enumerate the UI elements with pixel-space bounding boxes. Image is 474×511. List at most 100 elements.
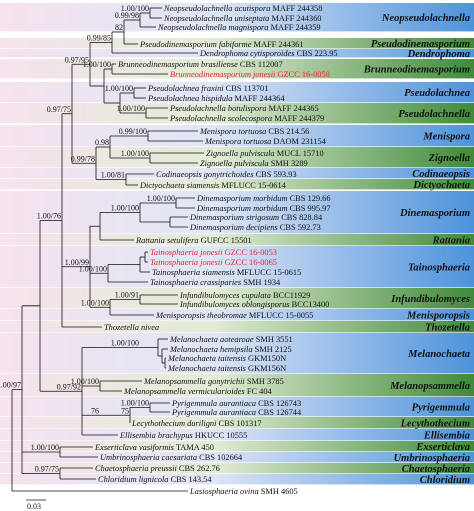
support-value: 1.00/76 bbox=[37, 211, 61, 220]
taxon-label: Melanochaeta taitensis GKM150N bbox=[167, 354, 286, 363]
strain: SMH 3785 bbox=[247, 377, 284, 386]
strain: SMH 1934 bbox=[243, 278, 281, 287]
taxon-name: Dinemasporium morbidum bbox=[196, 204, 288, 213]
strain: CBS 129.66 bbox=[290, 194, 331, 203]
taxon-label: Tainosphaeria siamensis MFLUCC 15-0615 bbox=[152, 268, 301, 277]
taxon-label: Brunneodinemasporium jonesii GZCC 16-005… bbox=[170, 70, 330, 79]
clade-band bbox=[0, 147, 474, 168]
clade-name: Melanopsammella bbox=[389, 381, 470, 392]
support-value: 1.00/100 bbox=[121, 149, 149, 158]
clade-band bbox=[0, 397, 474, 417]
taxon-name: Neopseudolachnella acutispora bbox=[163, 4, 270, 13]
taxon-name: Zignoella pulviscula bbox=[200, 159, 269, 168]
strain: DAOM 231154 bbox=[273, 137, 326, 146]
strain: BCC11929 bbox=[273, 291, 310, 300]
clade-band bbox=[0, 309, 474, 321]
taxon-label: Codinaeopsis gonytrichoides CBS 593.93 bbox=[156, 170, 297, 179]
taxon-name: Brunneodinemasporium brasiliense bbox=[118, 60, 238, 69]
strain: CBS 593.93 bbox=[256, 170, 297, 179]
support-value: 0.97/95 bbox=[65, 55, 89, 64]
taxon-label: Pyrigemmula aurantiaca CBS 126744 bbox=[171, 408, 302, 417]
support-value: 1.00/100 bbox=[81, 298, 109, 307]
taxon-label: Neopseudolachnella magnispora MAFF 24435… bbox=[157, 23, 321, 32]
clade-band bbox=[0, 168, 474, 179]
taxon-label: Chaetosphaeria preussii CBS 262.76 bbox=[95, 464, 220, 473]
taxon-label: Melanochaeta taitensis GKM156N bbox=[167, 364, 286, 373]
support-value: 0.98 bbox=[95, 138, 109, 147]
taxon-label: Thozetella nivea bbox=[104, 323, 159, 332]
strain: GUFCC 15501 bbox=[201, 236, 252, 245]
strain: CBS 592.73 bbox=[280, 223, 321, 232]
clade-name: Brunneodinemasporium bbox=[363, 65, 470, 76]
clade-band bbox=[0, 38, 474, 49]
support-value: 1.00/100 bbox=[111, 339, 139, 348]
taxon-label: Melanopsammella gonytrichii SMH 3785 bbox=[143, 377, 284, 386]
clade-name: Ellisembia bbox=[423, 431, 470, 442]
clade-name: Chaetosphaeria bbox=[402, 464, 470, 475]
strain: CBS 214.56 bbox=[268, 127, 309, 136]
taxon-name: Rattania setulifera bbox=[135, 236, 199, 245]
taxon-label: Menispora tortuosa CBS 214.56 bbox=[199, 127, 309, 136]
clade-name: Infundibulomyces bbox=[390, 294, 470, 305]
strain: SMH 4605 bbox=[261, 487, 298, 496]
taxon-name: Pseudolachnea hispidula bbox=[147, 94, 232, 103]
strain: CBS 126744 bbox=[258, 408, 302, 417]
clade-band bbox=[0, 452, 474, 463]
strain: CBS 143.54 bbox=[171, 475, 213, 484]
strain: MAFF 244365 bbox=[269, 104, 319, 113]
taxon-label: Menisporopsis theobromae MFLUCC 15-0055 bbox=[155, 311, 313, 320]
strain: MAFF 244360 bbox=[271, 14, 321, 23]
taxon-label: Pseudodinemasporium fabiforme MAFF 24436… bbox=[139, 40, 304, 49]
taxon-label: Dinemasporium decipiens CBS 592.73 bbox=[189, 223, 321, 232]
taxon-name: Neopseudolachnella magnispora bbox=[157, 23, 269, 32]
clade-name: Lecythothecium bbox=[400, 419, 470, 430]
taxon-name: Melanochaeta taitensis bbox=[167, 354, 246, 363]
taxon-label: Melanopsammella vermicularioides FC 404 bbox=[123, 387, 273, 396]
taxon-name: Menispora tortuosa bbox=[199, 127, 266, 136]
taxon-label: Zignoella pulviscula MUCL 15710 bbox=[206, 149, 324, 158]
strain: SMH 2125 bbox=[255, 345, 292, 354]
taxon-label: Pseudolachnea hispidula MAFF 244364 bbox=[147, 94, 285, 103]
taxon-label: Melanochaeta aotearoae SMH 3551 bbox=[169, 335, 293, 344]
taxon-label: Tainosphaeria jonesii GZCC 16-0065 bbox=[150, 258, 277, 267]
support-value: 1.00/100 bbox=[111, 204, 139, 213]
support-value: 1.00/97 bbox=[0, 381, 21, 390]
strain: SMH 3551 bbox=[256, 335, 293, 344]
taxon-name: Dinemasporium morbidum bbox=[196, 194, 288, 203]
clade-name: Tainosphaeria bbox=[408, 263, 470, 274]
clade-name: Codinaeopsis bbox=[412, 169, 470, 180]
taxon-name: Melanochaeta hemipsila bbox=[169, 345, 253, 354]
taxon-name: Menispora tortuosa bbox=[204, 137, 271, 146]
taxon-label: Infundibulomyces oblongisporus BCC13400 bbox=[179, 300, 329, 309]
clade-band bbox=[0, 191, 474, 234]
strain: CBS 828.84 bbox=[281, 213, 323, 222]
clade-band bbox=[0, 417, 474, 429]
taxon-name: Melanochaeta aotearoae bbox=[169, 335, 254, 344]
taxon-label: Dinemasporium morbidum CBS 129.66 bbox=[196, 194, 331, 203]
clade-band bbox=[0, 474, 474, 485]
clade-name: Chloridium bbox=[420, 475, 470, 486]
clade-name: Menisporopsis bbox=[406, 311, 470, 322]
support-value: 0.99/85 bbox=[87, 34, 111, 43]
taxon-label: Neopseudolachnella uniseptata MAFF 24436… bbox=[163, 14, 322, 23]
taxon-name: Pseudolachnella botulispora bbox=[169, 104, 267, 113]
support-value: 82 bbox=[115, 23, 123, 32]
strain: MFLUCC 15-0614 bbox=[221, 181, 286, 190]
strain: CBS 102664 bbox=[199, 453, 243, 462]
support-value: 0.97/75 bbox=[47, 105, 71, 114]
clade-name: Pseudolachnella bbox=[398, 109, 470, 120]
support-value: 1.00/100 bbox=[83, 60, 111, 69]
support-value: 1.00/100 bbox=[79, 264, 107, 273]
taxon-name: Tainosphaeria siamensis bbox=[152, 268, 235, 277]
clade-band bbox=[0, 429, 474, 441]
clade-name: Pseudodinemasporium bbox=[371, 39, 470, 50]
clade-bands bbox=[0, 3, 474, 485]
clade-band bbox=[0, 179, 474, 190]
support-value: 1.00/100 bbox=[121, 4, 149, 13]
taxon-label: Dinemasporium morbidum CBS 995.97 bbox=[196, 204, 331, 213]
clade-name: Dinemasporium bbox=[399, 208, 470, 219]
strain: GKM150N bbox=[248, 354, 286, 363]
support-value: 1.00/100 bbox=[117, 104, 145, 113]
taxon-name: Pyrigemmula aurantiaca bbox=[171, 408, 256, 417]
labels: NeopseudolachnellaPseudodinemasporiumDen… bbox=[0, 4, 470, 496]
